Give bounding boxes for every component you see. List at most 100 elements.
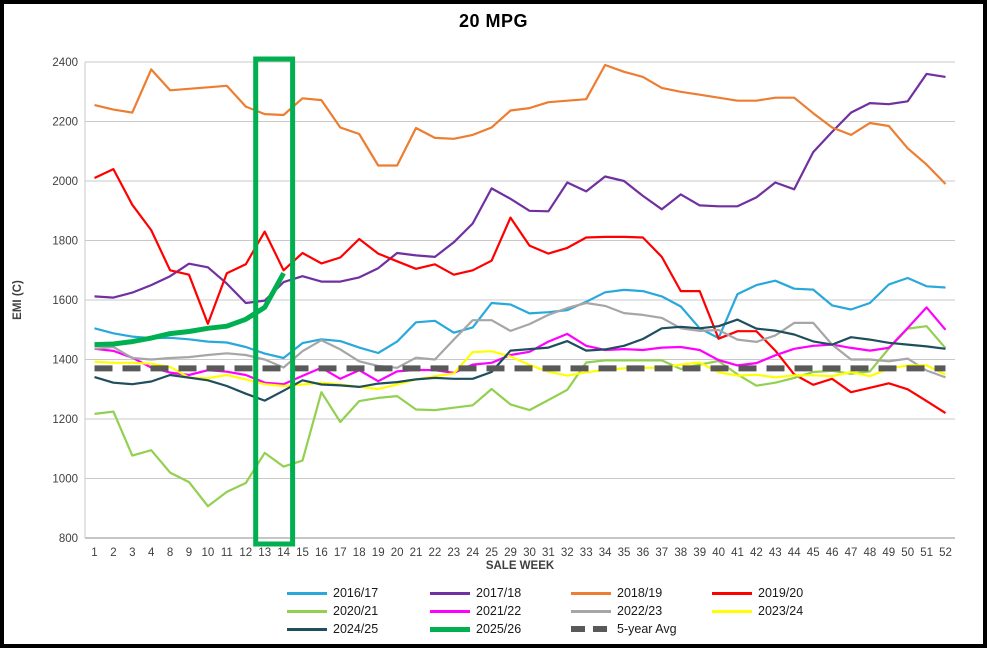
x-tick-label: 48 — [864, 547, 877, 559]
x-tick-label: 38 — [674, 547, 687, 559]
y-tick-label: 1600 — [52, 295, 78, 307]
legend-item-2019-20: 2019/20 — [712, 584, 882, 602]
legend-label: 2017/18 — [476, 586, 522, 600]
legend-swatch — [287, 591, 327, 595]
legend-item-2016-17: 2016/17 — [287, 584, 430, 602]
y-tick-label: 1400 — [52, 355, 78, 367]
x-tick-label: 11 — [221, 547, 233, 559]
legend-item-2022-23: 2022/23 — [571, 602, 712, 620]
legend-swatch — [712, 609, 752, 613]
legend-item-2020-21: 2020/21 — [287, 602, 430, 620]
series-line-2025-26 — [94, 271, 286, 348]
legend-item-2023-24: 2023/24 — [712, 602, 882, 620]
x-tick-label: 32 — [561, 547, 574, 559]
x-tick-label: 10 — [202, 547, 215, 559]
legend-swatch — [571, 626, 611, 632]
series-line-2019-20 — [94, 168, 947, 415]
y-tick-label: 2000 — [52, 176, 78, 188]
x-tick-label: 33 — [580, 547, 593, 559]
legend-label: 2025/26 — [476, 622, 522, 636]
x-tick-label: 34 — [599, 547, 612, 559]
x-tick-label: 1 — [91, 547, 97, 559]
legend-item-2024-25: 2024/25 — [287, 620, 430, 638]
legend-swatch — [571, 591, 611, 595]
legend: 2016/17 2017/18 2018/19 2019/20 2020/21 2021/… — [287, 584, 882, 638]
x-tick-label: 13 — [258, 547, 271, 559]
y-tick-label: 2200 — [52, 117, 78, 129]
x-tick-label: 31 — [542, 547, 555, 559]
legend-label: 2018/19 — [617, 586, 663, 600]
y-tick-label: 2400 — [52, 57, 78, 69]
x-tick-label: 39 — [693, 547, 706, 559]
series-line-2022-23 — [94, 301, 946, 379]
x-tick-label: 24 — [466, 547, 479, 559]
x-tick-label: 17 — [334, 547, 347, 559]
x-tick-label: 49 — [882, 547, 895, 559]
legend-swatch — [430, 609, 470, 613]
y-axis-title: EMI (C) — [12, 280, 24, 320]
x-tick-label: 36 — [637, 547, 650, 559]
x-tick-label: 47 — [845, 547, 858, 559]
legend-item-2021-22: 2021/22 — [430, 602, 571, 620]
x-tick-label: 9 — [186, 547, 192, 559]
highlight-box — [253, 56, 296, 547]
y-tick-label: 800 — [59, 533, 78, 545]
x-tick-label: 30 — [523, 547, 536, 559]
legend-label: 2019/20 — [758, 586, 804, 600]
series-line-2024-25 — [94, 318, 946, 402]
legend-label: 2020/21 — [333, 604, 379, 618]
x-tick-label: 3 — [129, 547, 135, 559]
legend-label: 2016/17 — [333, 586, 379, 600]
x-tick-label: 35 — [618, 547, 631, 559]
series-line-2017-18 — [94, 72, 946, 305]
legend-label: 2021/22 — [476, 604, 522, 618]
x-tick-label: 50 — [901, 547, 914, 559]
x-tick-label: 18 — [353, 547, 366, 559]
x-tick-label: 43 — [769, 547, 782, 559]
x-tick-label: 15 — [296, 547, 309, 559]
y-tick-label: 1800 — [52, 236, 78, 248]
x-tick-label: 46 — [826, 547, 839, 559]
x-tick-label: 29 — [504, 547, 517, 559]
x-tick-label: 52 — [939, 547, 952, 559]
x-tick-label: 22 — [429, 547, 442, 559]
x-tick-label: 40 — [712, 547, 725, 559]
x-tick-label: 2 — [110, 547, 116, 559]
x-axis-title: SALE WEEK — [485, 560, 555, 572]
x-tick-label: 25 — [485, 547, 498, 559]
x-tick-label: 19 — [372, 547, 385, 559]
y-tick-label: 1200 — [52, 414, 78, 426]
x-tick-label: 12 — [239, 547, 252, 559]
x-tick-label: 44 — [788, 547, 801, 559]
legend-label: 5-year Avg — [617, 622, 677, 636]
x-tick-label: 20 — [391, 547, 404, 559]
x-tick-label: 41 — [731, 547, 744, 559]
legend-swatch — [287, 609, 327, 613]
legend-item-2025-26: 2025/26 — [430, 620, 571, 638]
legend-swatch — [712, 591, 752, 595]
x-tick-label: 4 — [148, 547, 155, 559]
legend-item-5-year-avg: 5-year Avg — [571, 620, 712, 638]
series-line-2018-19 — [94, 63, 947, 185]
x-tick-label: 14 — [277, 547, 290, 559]
x-tick-label: 8 — [167, 547, 173, 559]
y-tick-label: 1000 — [52, 474, 78, 486]
x-tick-label: 23 — [447, 547, 460, 559]
legend-label: 2022/23 — [617, 604, 663, 618]
x-tick-label: 45 — [807, 547, 820, 559]
series-line-2023-24 — [94, 350, 946, 391]
legend-label: 2023/24 — [758, 604, 804, 618]
x-tick-label: 16 — [315, 547, 328, 559]
legend-label: 2024/25 — [333, 622, 379, 636]
legend-item-2018-19: 2018/19 — [571, 584, 712, 602]
legend-swatch — [571, 609, 611, 613]
series-line-2021-22 — [94, 306, 947, 386]
legend-swatch — [430, 591, 470, 595]
series-line-2016-17 — [94, 276, 946, 360]
legend-swatch — [287, 627, 327, 631]
chart-title: 20 MPG — [458, 11, 529, 31]
x-tick-label: 37 — [655, 547, 668, 559]
legend-item-2017-18: 2017/18 — [430, 584, 571, 602]
